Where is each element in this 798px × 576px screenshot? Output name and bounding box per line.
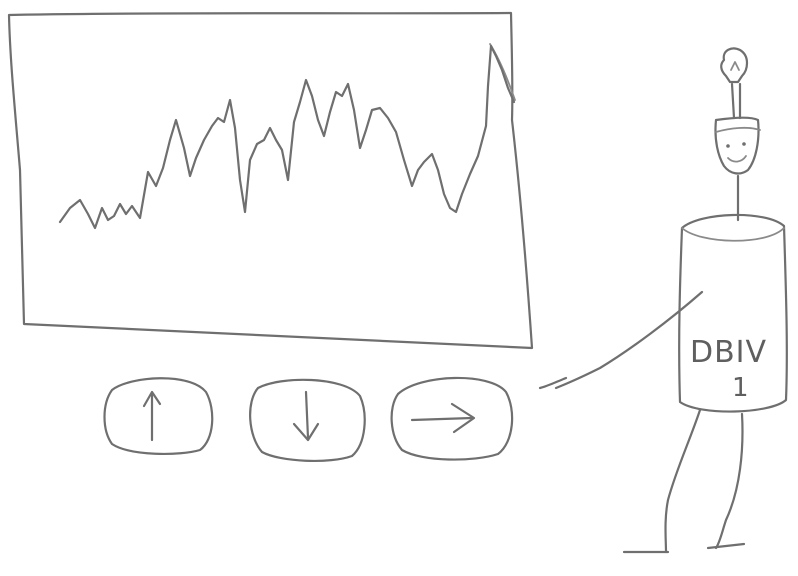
down-button[interactable]	[249, 378, 366, 463]
robot-arm	[554, 290, 704, 390]
robot-body-rim	[681, 227, 785, 242]
arrow-right-icon	[410, 402, 476, 434]
down-button-outline	[249, 378, 366, 463]
arrow-down-icon	[292, 390, 320, 442]
robot-pointer-tip	[538, 376, 568, 390]
robot-leg-right	[714, 412, 744, 550]
lightbulb-icon	[720, 47, 749, 120]
robot-head-brim	[715, 126, 761, 133]
robot-foot-right	[706, 542, 746, 550]
up-button-outline	[103, 377, 214, 456]
robot-number: 1	[732, 373, 749, 403]
robot-head	[714, 116, 760, 175]
robot-body	[678, 213, 788, 413]
signal-line	[58, 44, 516, 230]
up-button[interactable]	[103, 377, 214, 456]
robot-leg-left	[664, 408, 702, 554]
arrow-up-icon	[142, 390, 162, 442]
display-screen	[7, 11, 534, 350]
robot-label: DBIV	[690, 335, 767, 370]
right-button[interactable]	[390, 376, 514, 461]
screen-frame	[7, 11, 534, 350]
right-button-outline	[390, 376, 514, 461]
robot-figure: DBIV 1	[538, 47, 788, 554]
robot-face	[726, 142, 747, 163]
